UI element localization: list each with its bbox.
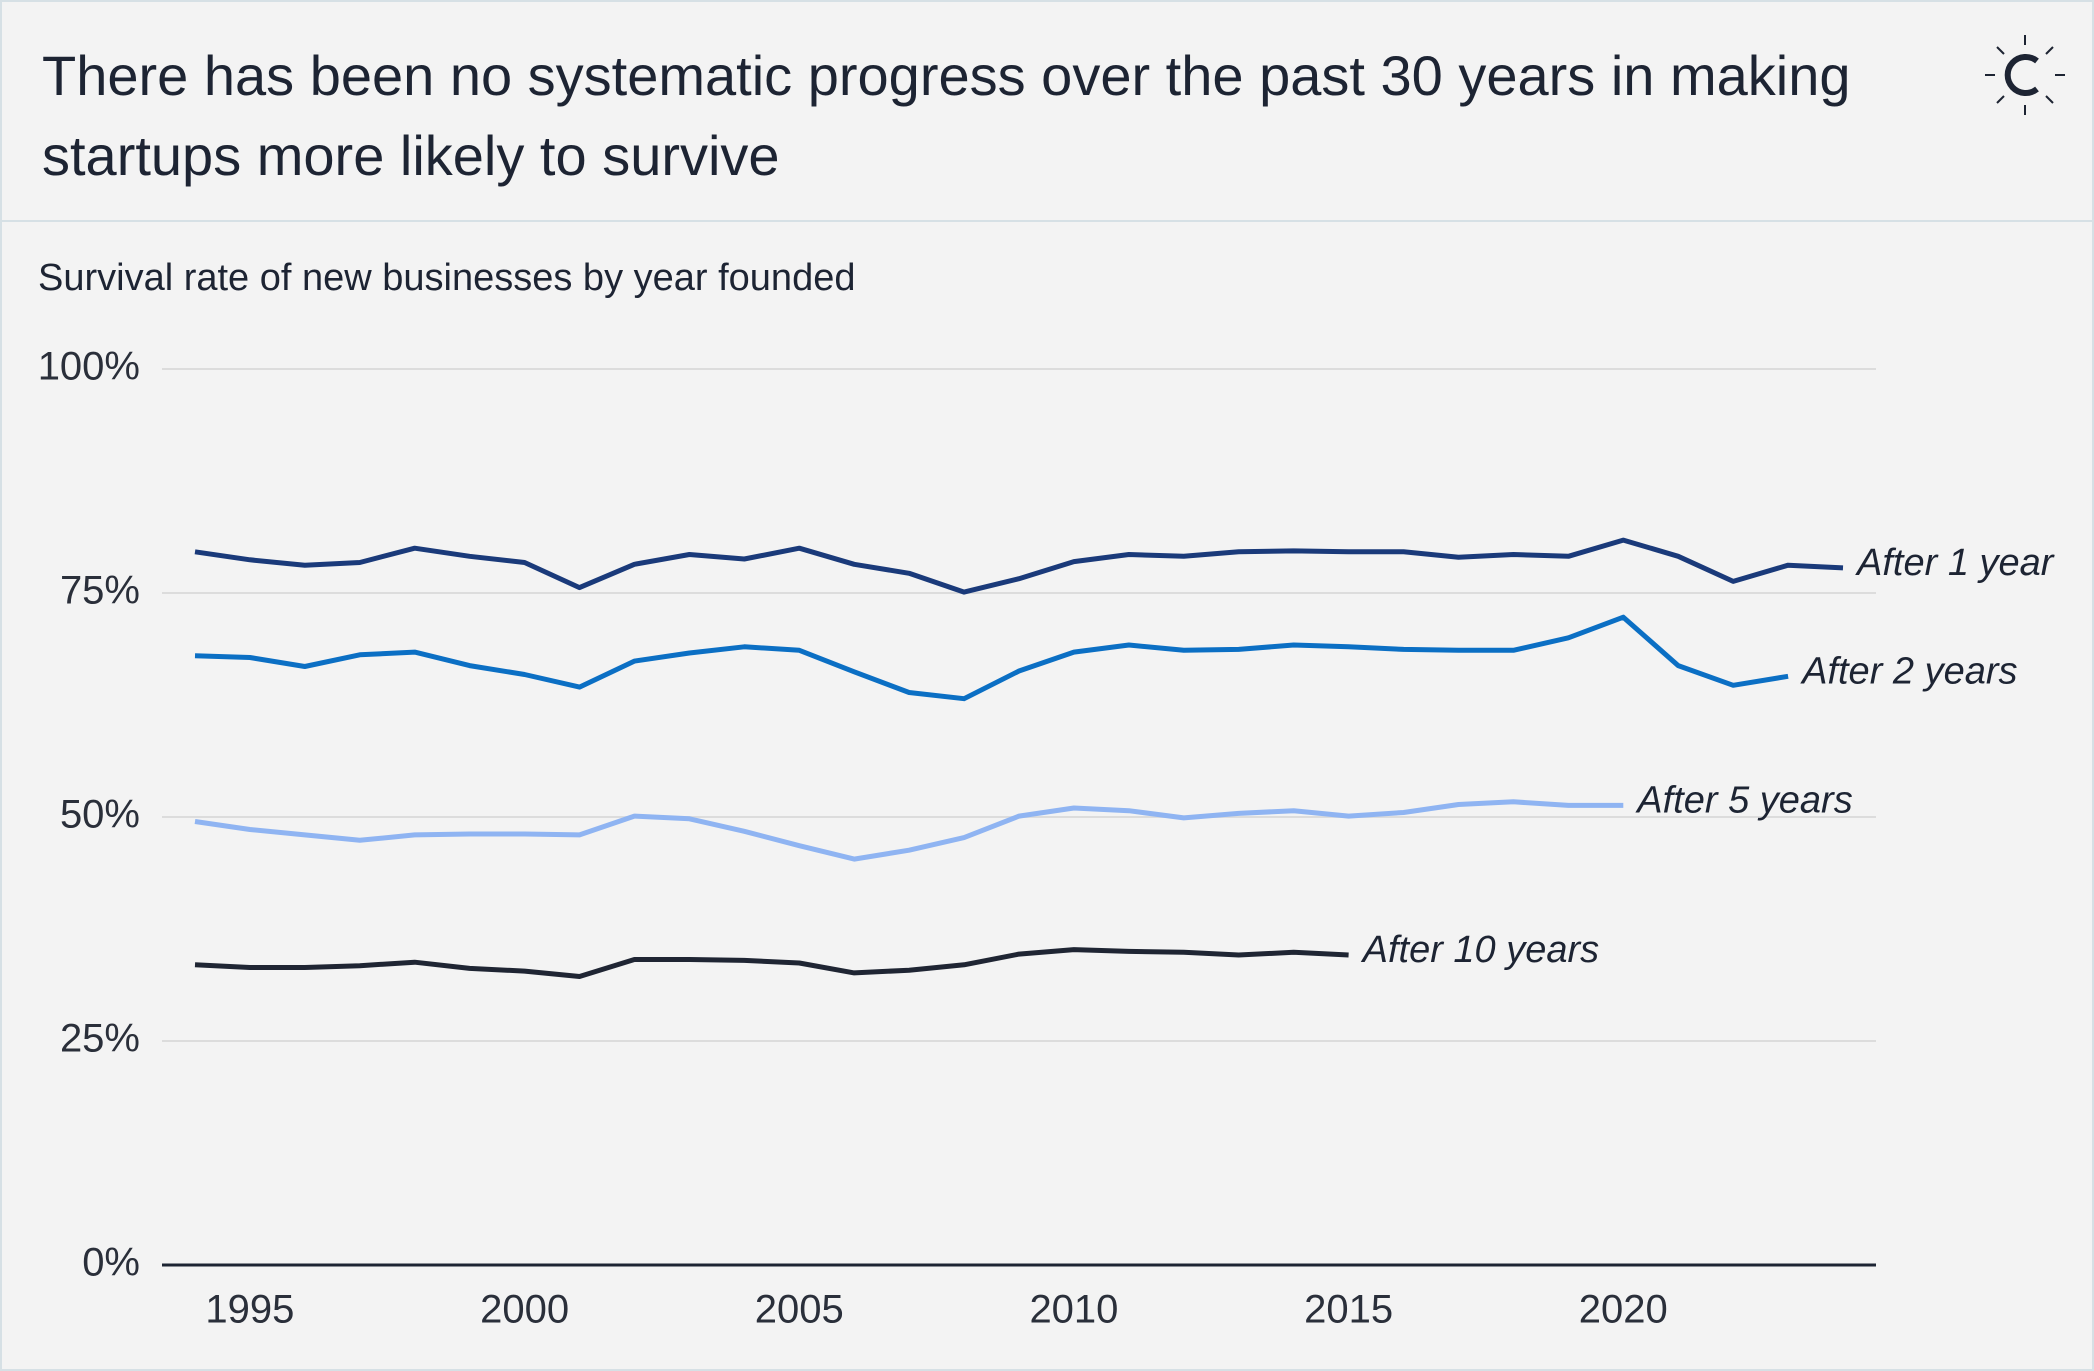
x-tick-label: 2000 (480, 1288, 569, 1332)
series-line (194, 947, 1349, 979)
x-tick-label: 2010 (1029, 1288, 1118, 1332)
series-line (194, 614, 1789, 702)
series-label: After 2 years (1800, 650, 2017, 692)
header: There has been no systematic progress ov… (2, 2, 2092, 222)
x-tick-label: 2020 (1579, 1288, 1668, 1332)
series-line (194, 799, 1624, 862)
series-line (194, 537, 1844, 595)
x-tick-label: 1995 (205, 1288, 294, 1332)
y-tick-label: 0% (82, 1241, 140, 1285)
series-label: After 10 years (1361, 929, 1600, 971)
x-tick-label: 2015 (1304, 1288, 1393, 1332)
series-label: After 5 years (1635, 779, 1852, 821)
series-label: After 1 year (1855, 542, 2055, 584)
x-tick-label: 2005 (755, 1288, 844, 1332)
y-tick-label: 50% (60, 793, 140, 837)
chart-subtitle: Survival rate of new businesses by year … (38, 257, 855, 299)
y-tick-label: 75% (60, 569, 140, 613)
chart-title: There has been no systematic progress ov… (42, 44, 1851, 187)
logo (1985, 35, 2065, 115)
y-tick-label: 25% (60, 1017, 140, 1061)
y-tick-label: 100% (38, 345, 140, 389)
